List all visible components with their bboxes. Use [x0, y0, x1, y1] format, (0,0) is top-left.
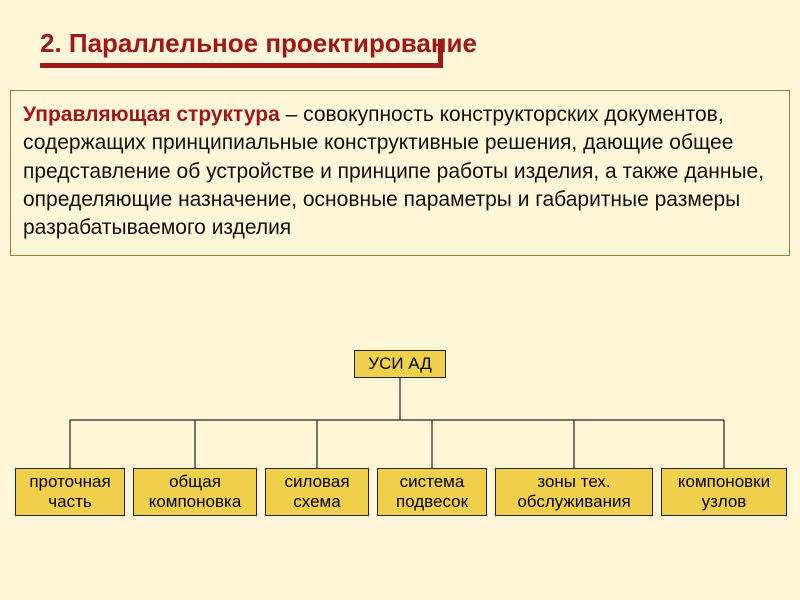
chart-child-node: проточная часть [15, 468, 125, 516]
chart-root-node: УСИ АД [354, 350, 446, 378]
page-title-block: 2. Параллельное проектирование [40, 28, 477, 68]
definition-box: Управляющая структура – совокупность кон… [10, 90, 790, 256]
chart-child-node: общая компоновка [133, 468, 257, 516]
org-chart: УСИ АД проточная часть общая компоновка … [0, 340, 800, 560]
chart-child-node: система подвесок [377, 468, 487, 516]
definition-lead: Управляющая структура [23, 103, 280, 126]
page-title: 2. Параллельное проектирование [40, 28, 477, 63]
title-underline [40, 63, 438, 68]
chart-child-node: компоновки узлов [661, 468, 787, 516]
chart-child-node: силовая схема [265, 468, 369, 516]
chart-child-node: зоны тех. обслуживания [495, 468, 653, 516]
